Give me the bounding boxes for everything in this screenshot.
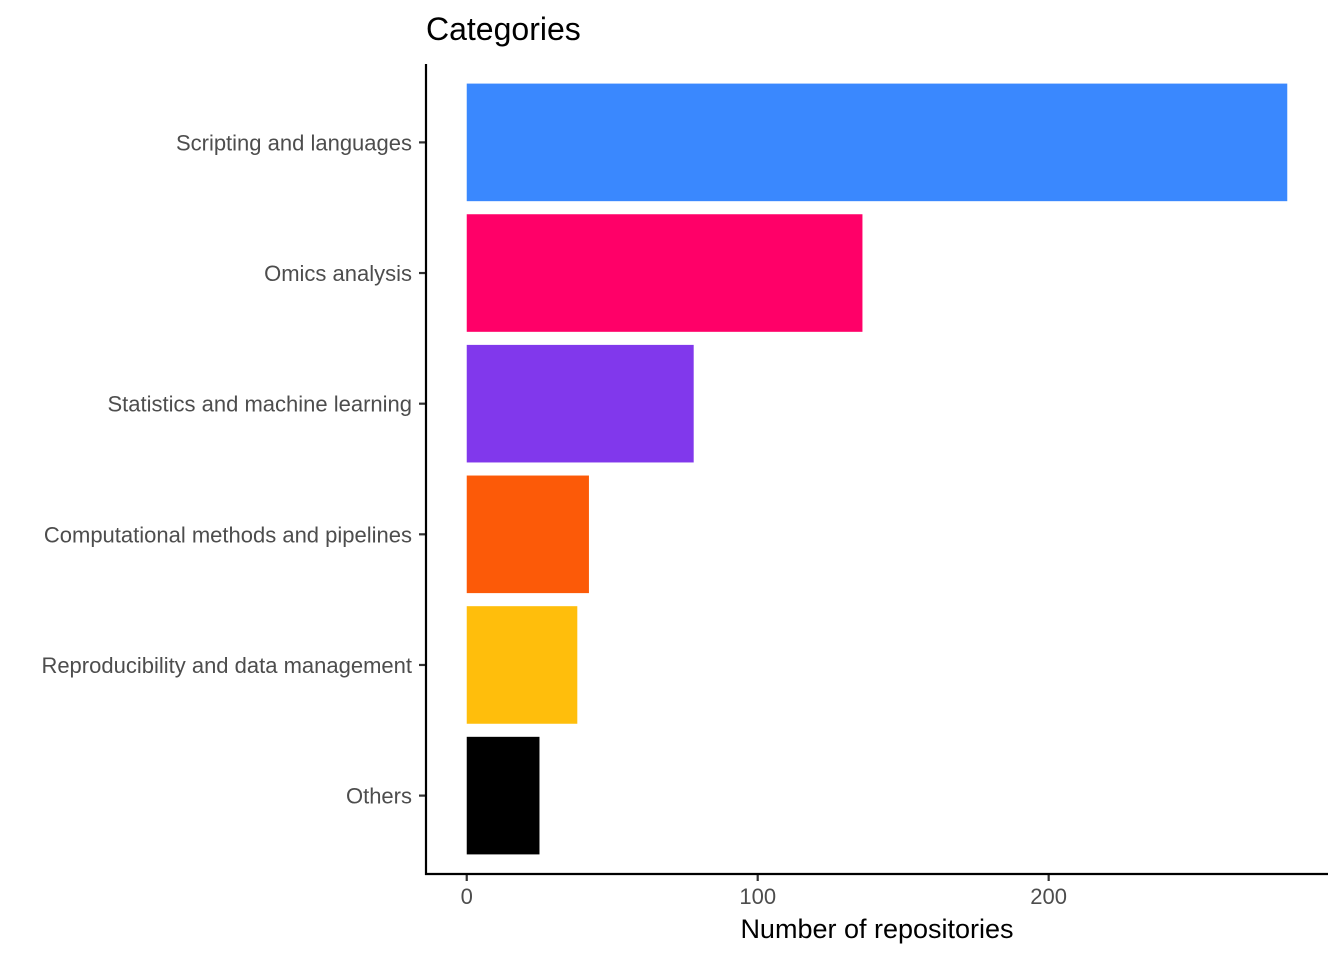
y-tick-label: Omics analysis — [264, 261, 412, 286]
y-tick-label: Reproducibility and data management — [41, 653, 412, 678]
x-axis: 0 100 200 — [461, 874, 1067, 909]
y-tick-label: Statistics and machine learning — [108, 392, 413, 417]
y-tick-label: Others — [346, 784, 412, 809]
x-tick-label: 100 — [739, 884, 776, 909]
x-tick-label: 0 — [461, 884, 473, 909]
bar-others — [466, 736, 540, 855]
x-tick-label: 200 — [1030, 884, 1067, 909]
bar-scripting-and-languages — [466, 83, 1288, 202]
y-tick-label: Computational methods and pipelines — [44, 522, 412, 547]
bar-omics-analysis — [466, 214, 863, 332]
bar-computational-methods-and-pipelines — [466, 475, 589, 594]
y-tick-label: Scripting and languages — [176, 130, 412, 155]
bar-reproducibility-and-data-management — [466, 606, 578, 724]
x-axis-title: Number of repositories — [740, 914, 1013, 944]
bars-group — [466, 83, 1288, 855]
chart-title: Categories — [426, 11, 581, 47]
y-axis: Scripting and languages Omics analysis Sta… — [41, 130, 426, 809]
bar-statistics-and-machine-learning — [466, 344, 694, 463]
